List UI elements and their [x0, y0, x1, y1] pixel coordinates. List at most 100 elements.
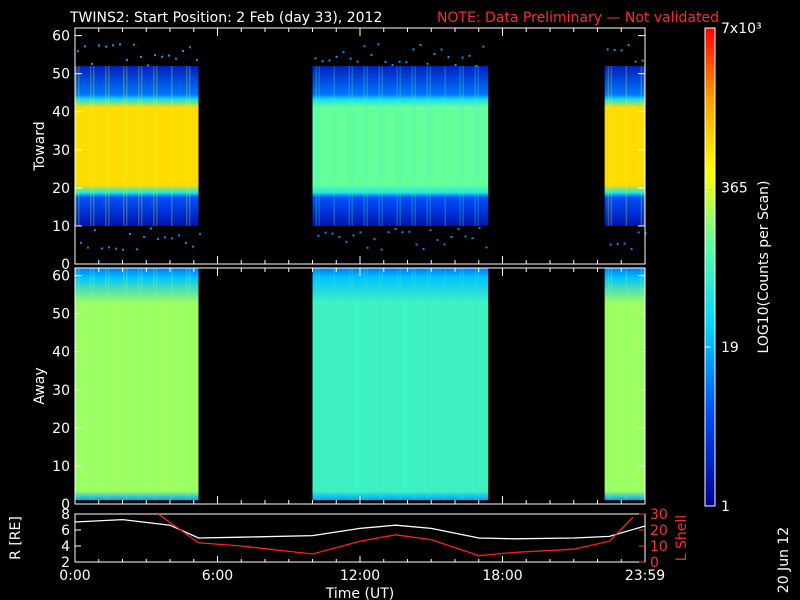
- heatmap-stripe: [171, 268, 173, 501]
- heatmap-stripe: [153, 66, 155, 226]
- scatter-pixel: [129, 232, 131, 235]
- x-tick-label: 6:00: [202, 568, 233, 584]
- scatter-pixel: [447, 56, 450, 59]
- y-tick-label: 50: [52, 67, 70, 83]
- y-tick-label: 40: [52, 345, 70, 361]
- scatter-pixel: [77, 50, 79, 53]
- lshell-tick-label: 20: [650, 523, 668, 539]
- y-tick-label: 20: [52, 181, 70, 197]
- scatter-pixel: [150, 227, 152, 230]
- heatmap-stripe: [414, 66, 416, 226]
- scatter-pixel: [443, 243, 446, 246]
- date-stamp: 20 Jun 12: [776, 527, 792, 593]
- scatter-pixel: [440, 48, 443, 51]
- scatter-pixel: [331, 232, 334, 235]
- scatter-pixel: [349, 57, 352, 60]
- heatmap-block: [604, 66, 645, 226]
- scatter-pixel: [363, 45, 366, 48]
- heatmap-stripe: [348, 268, 350, 501]
- scatter-pixel: [627, 43, 630, 46]
- heatmap-stripe: [333, 66, 335, 226]
- heatmap-stripe: [444, 268, 446, 501]
- heatmap-stripe: [474, 268, 476, 501]
- heatmap-stripe: [105, 66, 107, 226]
- scatter-pixel: [342, 51, 345, 54]
- colorbar-ticks: 7x10³ 365 19 1: [705, 21, 762, 515]
- heatmap-stripe: [396, 268, 398, 501]
- scatter-pixel: [161, 55, 163, 58]
- scatter-pixel: [373, 238, 376, 241]
- scatter-pixel: [419, 43, 422, 46]
- heatmap-stripe: [315, 268, 317, 501]
- away-y-label: Away: [32, 367, 48, 404]
- y-tick-label: 30: [52, 383, 70, 399]
- toward-y-label: Toward: [32, 121, 48, 171]
- heatmap-stripe: [429, 268, 431, 501]
- heatmap-stripe: [462, 66, 464, 226]
- lshell-tick-label: 0: [650, 555, 659, 571]
- scatter-pixel: [199, 232, 201, 235]
- heatmap-stripe: [378, 66, 380, 226]
- colorbar-label: LOG10(Counts per Scan): [756, 181, 772, 354]
- y-tick-label: 40: [52, 105, 70, 121]
- scatter-pixel: [328, 59, 331, 62]
- colorbar-tick-label: 7x10³: [721, 21, 762, 37]
- toward-heatmap: [75, 43, 647, 251]
- scatter-pixel: [613, 48, 616, 51]
- heatmap-stripe: [607, 268, 610, 501]
- scatter-pixel: [321, 60, 324, 63]
- scatter-pixel: [482, 45, 485, 48]
- scatter-pixel: [398, 60, 401, 63]
- y-tick-label: 0: [61, 257, 70, 273]
- scatter-pixel: [377, 43, 380, 46]
- heatmap-stripe: [108, 66, 110, 226]
- scatter-pixel: [105, 45, 107, 48]
- scatter-pixel: [324, 231, 327, 234]
- heatmap-stripe: [318, 268, 320, 501]
- heatmap-stripe: [426, 66, 428, 226]
- lshell-tick-label: 10: [650, 539, 668, 555]
- scatter-pixel: [401, 231, 404, 234]
- time-axis-label: Time (UT): [325, 586, 394, 600]
- heatmap-block: [75, 268, 199, 501]
- heatmap-stripe: [381, 66, 383, 226]
- heatmap-stripe: [138, 268, 140, 501]
- heatmap-stripe: [156, 268, 158, 501]
- heatmap-stripe: [378, 268, 380, 501]
- scatter-pixel: [370, 53, 373, 56]
- scatter-pixel: [485, 246, 488, 249]
- heatmap-stripe: [366, 268, 368, 501]
- scatter-pixel: [133, 43, 135, 46]
- x-tick-label: 12:00: [340, 568, 380, 584]
- r-axis-label: R [RE]: [8, 516, 24, 560]
- scatter-pixel: [154, 54, 156, 57]
- scatter-pixel: [384, 60, 387, 63]
- lshell-axis-label: L Shell: [674, 515, 690, 561]
- scatter-pixel: [314, 57, 317, 60]
- scatter-pixel: [620, 49, 623, 52]
- heatmap-stripe: [610, 268, 613, 501]
- heatmap-stripe: [93, 66, 95, 226]
- scatter-pixel: [475, 64, 478, 67]
- heatmap-stripe: [333, 268, 335, 501]
- heatmap-stripe: [351, 66, 353, 226]
- y-tick-label: 60: [52, 269, 70, 285]
- scatter-pixel: [185, 241, 187, 244]
- lshell-line: [157, 513, 634, 557]
- heatmap-stripe: [462, 268, 464, 501]
- heatmap-stripe: [186, 268, 188, 501]
- scatter-pixel: [461, 56, 464, 59]
- scatter-pixel: [415, 243, 418, 246]
- heatmap-stripe: [78, 66, 80, 226]
- scatter-pixel: [345, 240, 348, 243]
- heatmap-stripe: [399, 268, 401, 501]
- heatmap-stripe: [75, 66, 77, 226]
- r-tick-label: 4: [61, 539, 70, 555]
- heatmap-stripe: [78, 268, 80, 501]
- heatmap-stripe: [156, 66, 158, 226]
- scatter-pixel: [637, 231, 640, 234]
- scatter-pixel: [471, 237, 474, 240]
- scatter-pixel: [317, 234, 320, 237]
